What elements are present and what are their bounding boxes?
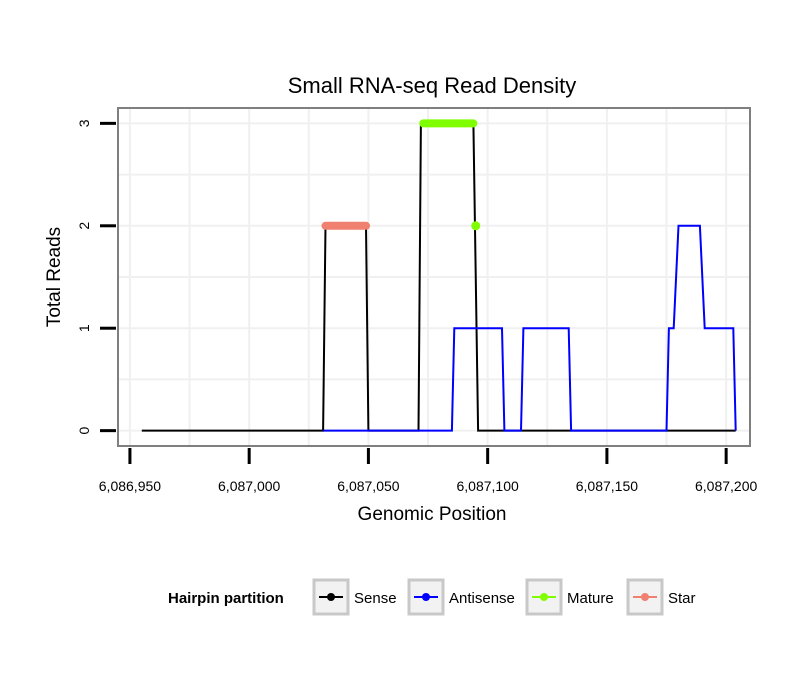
legend-key-star-point bbox=[641, 593, 649, 601]
y-tick-label: 0 bbox=[76, 427, 92, 435]
chart-title: Small RNA-seq Read Density bbox=[288, 73, 577, 98]
x-tick-label: 6,087,000 bbox=[218, 478, 280, 494]
grid bbox=[118, 108, 750, 446]
legend-key-mature-point bbox=[540, 593, 548, 601]
y-tick-label: 2 bbox=[76, 222, 92, 230]
legend-label-mature: Mature bbox=[567, 590, 614, 607]
y-tick-label: 1 bbox=[76, 324, 92, 332]
y-axis-title: Total Reads bbox=[44, 227, 65, 327]
series-layer bbox=[141, 119, 737, 432]
legend-label-antisense: Antisense bbox=[449, 590, 515, 607]
x-tick-label: 6,087,050 bbox=[337, 478, 399, 494]
legend-key-sense-point bbox=[327, 593, 335, 601]
legend-key-antisense-point bbox=[422, 593, 430, 601]
x-tick-label: 6,087,100 bbox=[457, 478, 519, 494]
plot-panel-border bbox=[117, 107, 751, 447]
axis-layer: 6,086,950 6,087,000 6,087,050 6,087,100 6,08… bbox=[76, 119, 757, 494]
legend-label-star: Star bbox=[668, 590, 696, 607]
legend-title: Hairpin partition bbox=[168, 590, 284, 607]
x-tick-label: 6,087,200 bbox=[695, 478, 757, 494]
legend: Hairpin partition Sense Antisense Mature St… bbox=[168, 578, 696, 616]
x-tick-label: 6,087,150 bbox=[576, 478, 638, 494]
legend-label-sense: Sense bbox=[354, 590, 397, 607]
series-mature-point bbox=[471, 221, 481, 231]
series-antisense-line bbox=[323, 224, 737, 432]
x-tick-label: 6,086,950 bbox=[99, 478, 161, 494]
y-tick-label: 3 bbox=[76, 119, 92, 127]
x-axis-title: Genomic Position bbox=[358, 504, 507, 525]
